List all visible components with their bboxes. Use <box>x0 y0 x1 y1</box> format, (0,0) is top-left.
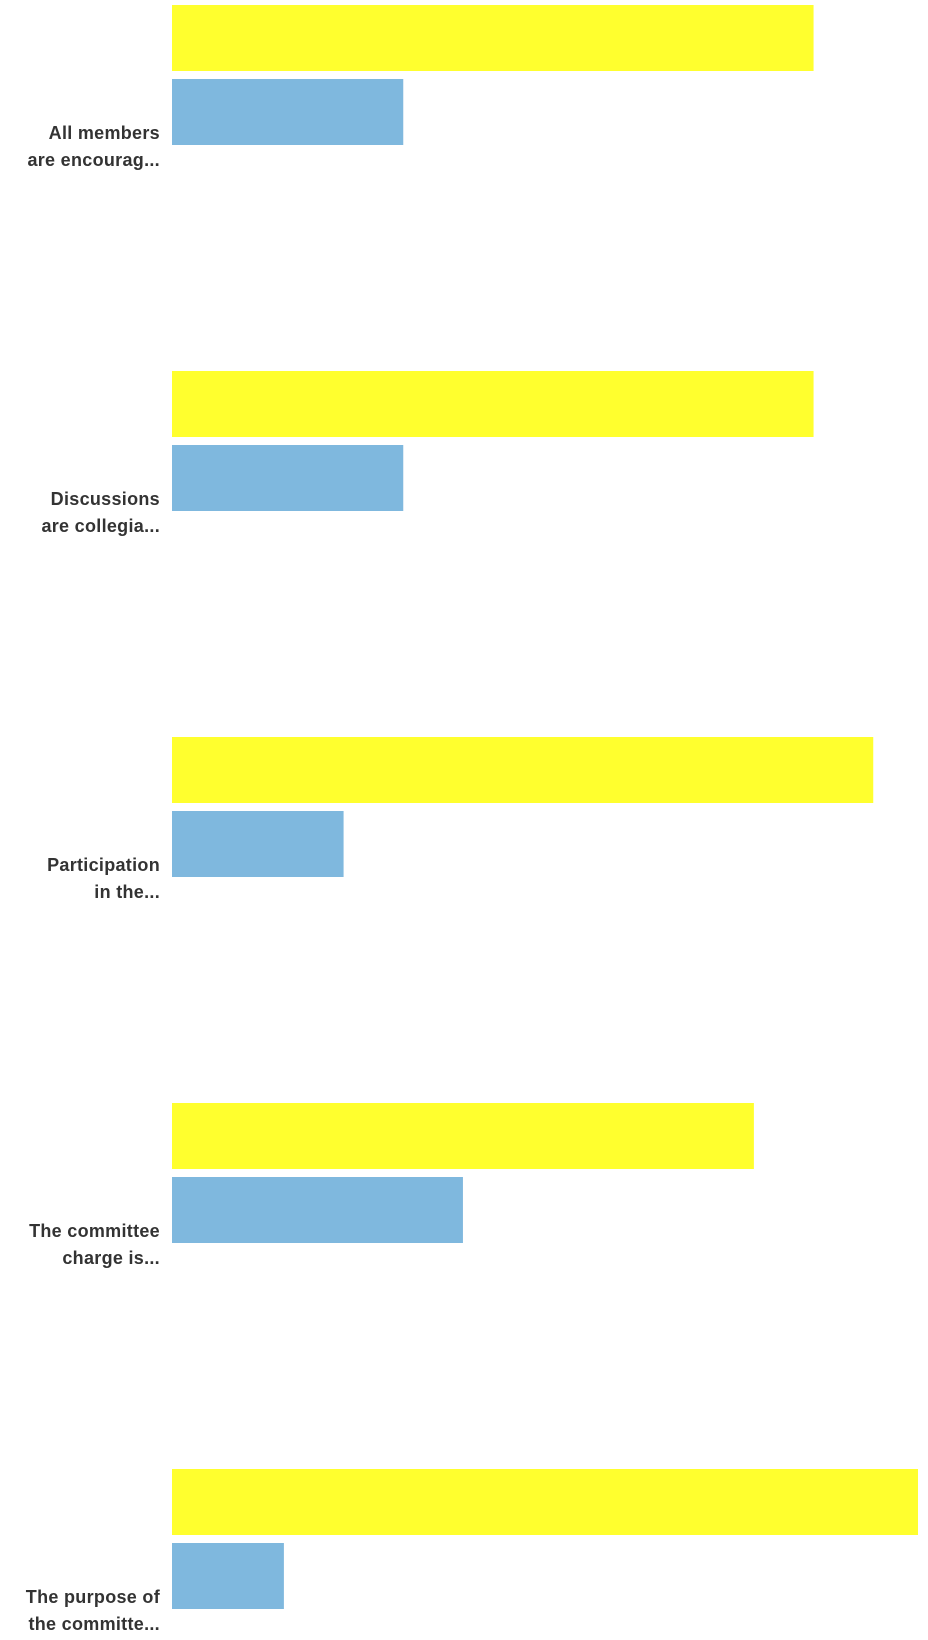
category-label-line: Participation <box>47 855 160 875</box>
category-label-line: are collegia... <box>41 516 160 536</box>
bar-series-1-category-4 <box>172 1103 754 1169</box>
category-label-line: are encourag... <box>27 150 160 170</box>
bar-series-1-category-3 <box>172 737 874 803</box>
category-label-line: Discussions <box>51 489 160 509</box>
bar-series-2-category-1 <box>172 79 404 145</box>
category-label-line: in the... <box>94 882 160 902</box>
bar-series-1-category-5 <box>172 1469 918 1535</box>
category-label-5: The purpose of the committe... <box>26 1587 161 1634</box>
category-label-line: the committe... <box>28 1614 160 1634</box>
bar-group <box>172 5 918 1609</box>
bar-series-2-category-3 <box>172 811 344 877</box>
bar-series-2-category-5 <box>172 1543 284 1609</box>
category-label-line: All members <box>49 123 160 143</box>
bar-series-2-category-2 <box>172 445 404 511</box>
category-label-line: The committee <box>29 1221 160 1241</box>
category-label-line: charge is... <box>62 1248 160 1268</box>
category-label-3: Participation in the... <box>47 855 160 902</box>
category-label-1: All members are encourag... <box>27 123 160 170</box>
bar-series-1-category-2 <box>172 371 814 437</box>
category-label-group: All members are encourag... Discussions are… <box>26 123 161 1634</box>
bar-series-1-category-1 <box>172 5 814 71</box>
category-label-2: Discussions are collegia... <box>41 489 160 536</box>
category-label-line: The purpose of <box>26 1587 161 1607</box>
category-label-4: The committee charge is... <box>29 1221 160 1268</box>
bar-series-2-category-4 <box>172 1177 463 1243</box>
